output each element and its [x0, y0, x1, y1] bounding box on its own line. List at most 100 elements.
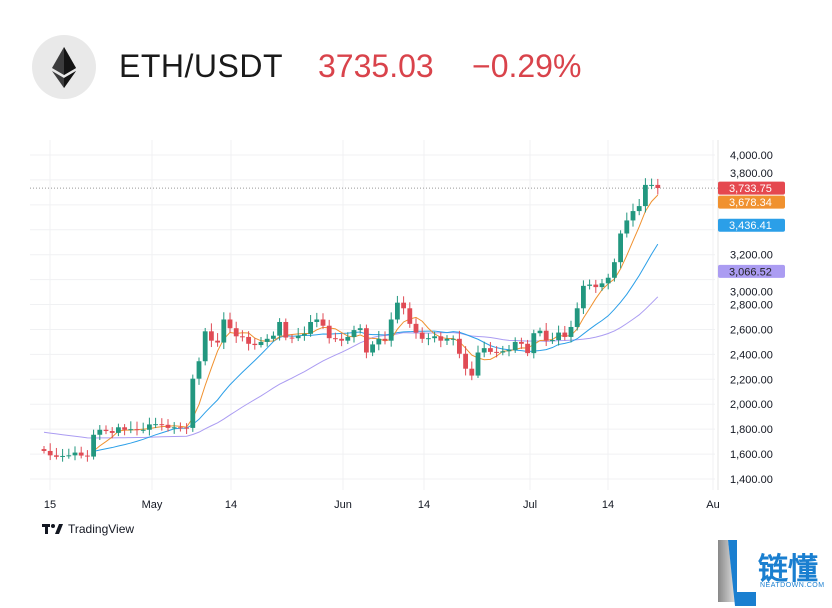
x-tick-label: 14	[418, 499, 430, 511]
candle-body	[283, 321, 289, 338]
x-tick-label: 15	[44, 499, 56, 511]
candle-body	[581, 285, 586, 309]
candle-body	[240, 336, 245, 338]
candle-body	[190, 378, 196, 428]
candle-body	[537, 330, 543, 334]
candle-body	[320, 319, 326, 326]
candle-body	[202, 331, 208, 362]
candle-body	[351, 330, 357, 337]
candle-body	[277, 321, 282, 336]
candle-body	[289, 337, 295, 339]
candle-body	[196, 361, 202, 379]
candle-body	[178, 427, 183, 429]
y-tick-label: 2,000.00	[730, 399, 773, 411]
candle-body	[271, 335, 276, 339]
candle-body	[556, 332, 561, 341]
candle-body	[450, 338, 456, 340]
y-tick-label: 4,000.00	[730, 150, 773, 162]
candle-body	[165, 424, 171, 428]
candle-body	[308, 321, 313, 334]
candle-body	[593, 284, 599, 288]
candle-body	[649, 184, 654, 186]
candle-body	[562, 332, 568, 337]
y-tick-label: 2,400.00	[730, 349, 773, 361]
candle-body	[643, 184, 648, 207]
price-label-badge	[718, 181, 785, 195]
candle-body	[469, 368, 475, 376]
candle-body	[630, 211, 636, 221]
candle-body	[475, 352, 481, 376]
candle-body	[438, 336, 444, 341]
candle-body	[103, 429, 109, 432]
y-tick-label: 1,600.00	[730, 449, 773, 461]
y-tick-label: 1,400.00	[730, 474, 773, 486]
candle-body	[395, 302, 400, 320]
watermark-cn: 链懂	[758, 553, 818, 586]
candle-body	[295, 335, 301, 339]
ma-mid-line	[93, 243, 659, 452]
candle-body	[326, 325, 332, 339]
candle-body	[54, 455, 59, 457]
y-tick-label: 1,800.00	[730, 424, 773, 436]
candle-body	[215, 340, 220, 343]
price-chart[interactable]: 15 May 14 Jun 14 Jul 14 Au 4,000.00 3,800.00 3,200…	[0, 0, 832, 520]
candle-body	[531, 333, 537, 354]
ethereum-logo-icon	[32, 35, 96, 99]
candle-body	[233, 328, 239, 337]
watermark-en: NEATDOWN.COM	[760, 582, 825, 589]
x-tick-label: May	[142, 499, 163, 511]
x-tick-label: Jul	[523, 499, 537, 511]
candle-body	[612, 262, 617, 278]
candle-body	[407, 308, 413, 324]
candle-body	[525, 343, 530, 354]
candle-body	[66, 455, 72, 457]
candle-body	[512, 341, 518, 351]
candle-body	[432, 336, 437, 339]
tradingview-label: TradingView	[68, 522, 135, 536]
candle-body	[91, 434, 96, 457]
candle-body	[60, 455, 65, 457]
candle-body	[97, 429, 103, 435]
current-price: 3735.03	[318, 48, 434, 84]
candle-body	[227, 319, 233, 329]
price-change: −0.29%	[472, 48, 582, 84]
candle-body	[85, 455, 90, 457]
candle-body	[41, 449, 47, 451]
price-label-badge	[718, 218, 785, 232]
candle-body	[599, 283, 605, 288]
x-tick-label: 14	[225, 499, 237, 511]
x-tick-label: Au	[706, 499, 719, 511]
candle-body	[655, 184, 661, 189]
candle-body	[252, 343, 258, 346]
candle-body	[388, 319, 394, 341]
candle-body	[636, 206, 642, 212]
candle-body	[364, 328, 369, 353]
candle-body	[506, 350, 512, 352]
candle-body	[370, 344, 375, 353]
price-label-badge	[718, 195, 785, 209]
candle-body	[78, 452, 84, 456]
y-tick-label: 2,200.00	[730, 374, 773, 386]
x-tick-label: Jun	[334, 499, 352, 511]
candle-body	[550, 340, 555, 342]
y-tick-label: 3,200.00	[730, 250, 773, 262]
candle-body	[419, 332, 425, 339]
pair-title: ETH/USDT	[119, 48, 283, 84]
y-tick-label: 2,800.00	[730, 300, 773, 312]
candle-body	[134, 429, 140, 431]
candle-body	[413, 323, 419, 333]
candle-body	[159, 424, 165, 426]
candle-body	[574, 308, 580, 327]
candle-body	[494, 351, 499, 353]
ma-short-line	[93, 194, 659, 452]
price-label-text: 3,678.34	[729, 197, 772, 209]
tradingview-icon	[42, 524, 63, 534]
candle-body	[357, 328, 363, 331]
candle-body	[72, 452, 78, 456]
candle-body	[246, 336, 251, 344]
y-tick-label: 3,800.00	[730, 168, 773, 180]
candle-body	[587, 284, 592, 286]
candle-body	[339, 338, 344, 341]
candle-body	[426, 338, 431, 340]
